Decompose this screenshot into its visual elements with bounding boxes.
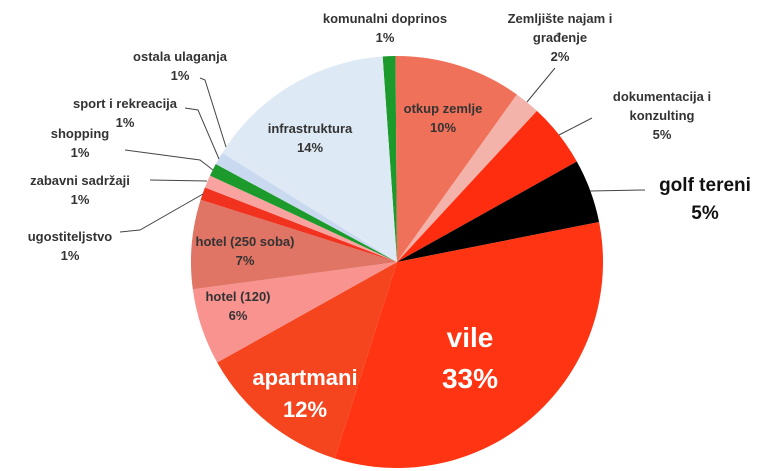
category-label: shopping: [50, 126, 110, 141]
slice: [397, 94, 537, 262]
value-label: 33%: [441, 362, 499, 394]
value-label: 1%: [170, 67, 190, 83]
slice-label: otkup zemlje 10%: [404, 100, 483, 138]
value-label: 1%: [70, 191, 90, 207]
value-label: 10%: [429, 119, 457, 135]
value-label: 5%: [652, 126, 672, 142]
category-label: ostala ulaganja: [133, 49, 227, 64]
slice-label: hotel (250 soba) 7%: [196, 233, 295, 271]
leader-line: [589, 189, 646, 192]
category-label: Zemljište najam i građenje: [507, 11, 613, 45]
slice: [397, 110, 577, 262]
slice-label: zabavni sadržaji 1%: [30, 172, 130, 210]
value-label: 6%: [228, 307, 248, 323]
value-label: 1%: [70, 144, 90, 160]
category-label: dokumentacija i konzulting: [612, 89, 712, 123]
value-label: 12%: [282, 396, 328, 422]
slice-label: golf tereni 5%: [659, 172, 751, 227]
leader-line: [526, 67, 556, 103]
category-label: zabavni sadržaji: [30, 173, 130, 188]
slice-label: infrastruktura 14%: [268, 120, 353, 158]
slice: [334, 221, 603, 469]
slice: [397, 161, 600, 262]
slice: [382, 56, 397, 262]
slice: [229, 56, 397, 263]
category-label: infrastruktura: [267, 121, 353, 136]
slice: [222, 142, 397, 262]
leader-line: [558, 117, 593, 136]
slice-label: ostala ulaganja 1%: [133, 48, 227, 86]
leader-lines: [119, 67, 646, 233]
leader-line: [184, 107, 220, 160]
slice: [395, 55, 517, 262]
value-label: 1%: [375, 29, 395, 45]
value-label: 1%: [60, 247, 80, 263]
slice-label: apartmani 12%: [252, 362, 357, 426]
slice: [204, 175, 397, 262]
slice: [192, 262, 397, 363]
slice: [191, 199, 397, 290]
slice: [217, 262, 397, 459]
slice-label: komunalni doprinos 1%: [323, 10, 447, 48]
leader-line: [119, 193, 204, 233]
value-label: 14%: [296, 139, 324, 155]
category-label: vile: [446, 322, 494, 353]
value-label: 2%: [550, 48, 570, 64]
value-label: 5%: [691, 202, 719, 224]
category-label: sport i rekreacija: [72, 96, 178, 111]
category-label: hotel (120): [205, 289, 271, 304]
category-label: hotel (250 soba): [195, 234, 295, 249]
slice-label: Zemljište najam i građenje 2%: [505, 10, 615, 67]
category-label: ugostiteljstvo: [27, 229, 113, 244]
slice: [200, 187, 397, 262]
slice: [209, 164, 397, 262]
slice-label: shopping 1%: [51, 125, 110, 163]
slice-label: ugostiteljstvo 1%: [28, 228, 113, 266]
slice-label: sport i rekreacija 1%: [73, 95, 177, 133]
category-label: apartmani: [252, 365, 358, 390]
category-label: komunalni doprinos: [322, 11, 448, 26]
slice-label: dokumentacija i konzulting 5%: [602, 88, 722, 145]
value-label: 7%: [235, 252, 255, 268]
leader-line: [199, 77, 227, 148]
slice: [215, 152, 397, 262]
slice-label: hotel (120) 6%: [205, 288, 270, 326]
value-label: 1%: [115, 114, 135, 130]
slice-label: vile 33%: [442, 318, 498, 399]
leader-line: [149, 179, 208, 182]
category-label: golf tereni: [659, 175, 751, 196]
leader-line: [124, 149, 214, 171]
category-label: otkup zemlje: [403, 101, 483, 116]
